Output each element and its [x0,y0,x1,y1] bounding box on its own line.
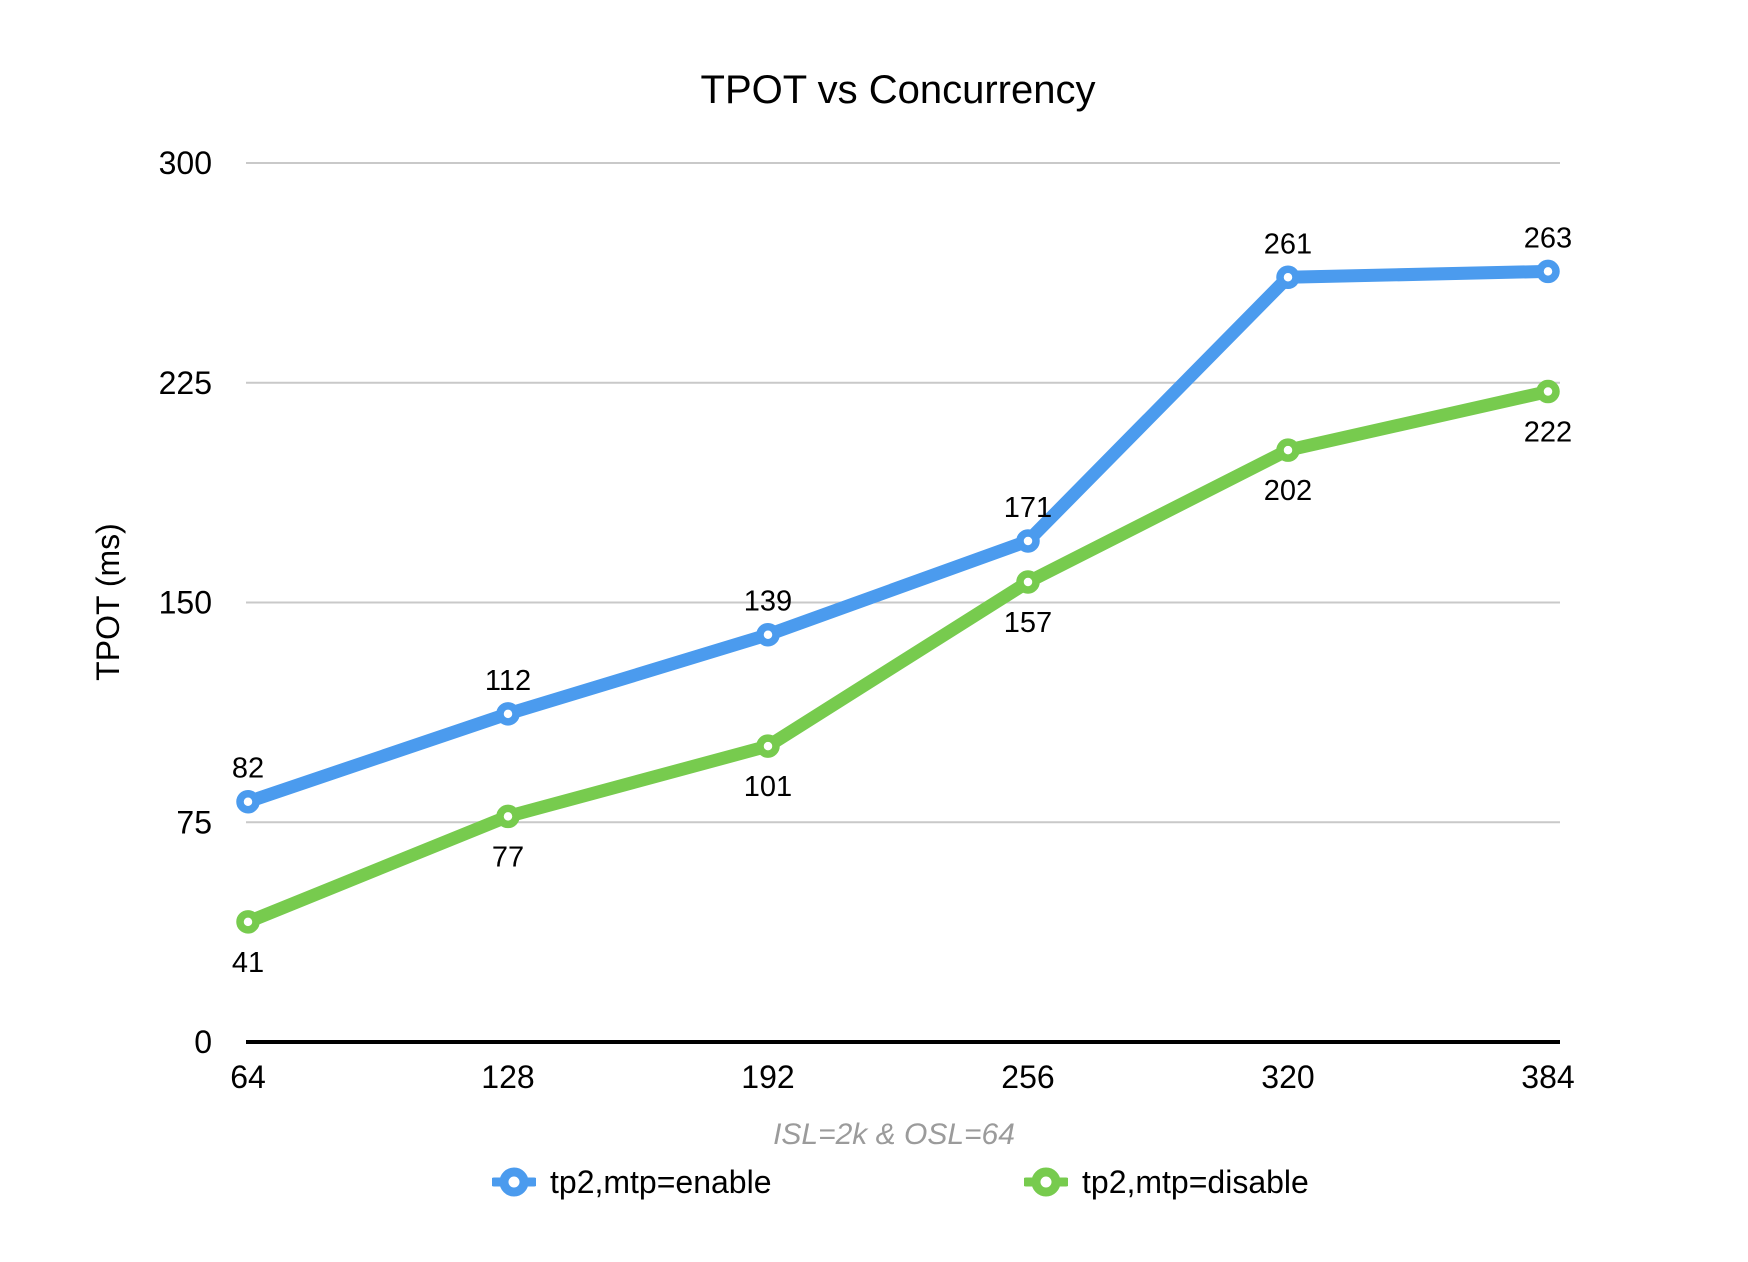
data-point-marker [1536,259,1560,284]
data-label: 41 [232,947,264,979]
data-label: 222 [1524,417,1572,449]
legend-item-disable: tp2,mtp=disable [1024,1160,1309,1204]
y-tick-label: 225 [159,365,212,401]
data-label: 77 [492,841,524,873]
x-tick-label: 64 [230,1059,266,1095]
x-tick-label: 192 [741,1059,794,1095]
data-point-marker [236,789,260,814]
legend-marker-enable-icon [492,1167,536,1197]
chart-subtitle: ISL=2k & OSL=64 [773,1118,1015,1151]
data-point-marker [1536,379,1560,404]
data-point-marker [756,622,780,647]
data-point-marker [1276,265,1300,290]
chart-title: TPOT vs Concurrency [700,68,1096,112]
data-label: 171 [1004,492,1052,524]
y-tick-label: 150 [159,585,212,621]
legend-label-disable: tp2,mtp=disable [1082,1163,1309,1200]
y-tick-label: 300 [159,145,212,181]
data-point-marker [756,734,780,758]
x-tick-label: 128 [481,1059,534,1095]
data-point-marker [1276,438,1300,462]
data-label: 263 [1524,222,1572,254]
data-point-marker [1016,529,1040,553]
y-tick-label: 75 [176,804,212,840]
data-label: 261 [1264,228,1312,260]
data-point-marker [496,804,520,829]
data-label: 101 [744,771,792,803]
y-tick-label: 0 [194,1024,212,1060]
data-point-marker [1016,570,1040,594]
x-tick-label: 320 [1261,1059,1314,1095]
x-tick-label: 384 [1521,1059,1574,1095]
data-label: 112 [485,665,531,697]
chart-legend: tp2,mtp=enable tp2,mtp=disable [0,1160,1748,1204]
data-label: 202 [1264,475,1312,507]
legend-label-enable: tp2,mtp=enable [550,1163,772,1200]
data-label: 157 [1004,607,1052,639]
data-label: 139 [744,586,792,618]
data-point-marker [496,702,520,726]
series-line [241,385,1555,929]
x-tick-label: 256 [1001,1059,1054,1095]
series-line [241,264,1555,809]
data-point-marker [236,910,260,934]
legend-marker-disable-icon [1024,1167,1068,1197]
legend-item-enable: tp2,mtp=enable [492,1160,772,1204]
data-label: 82 [232,753,264,785]
